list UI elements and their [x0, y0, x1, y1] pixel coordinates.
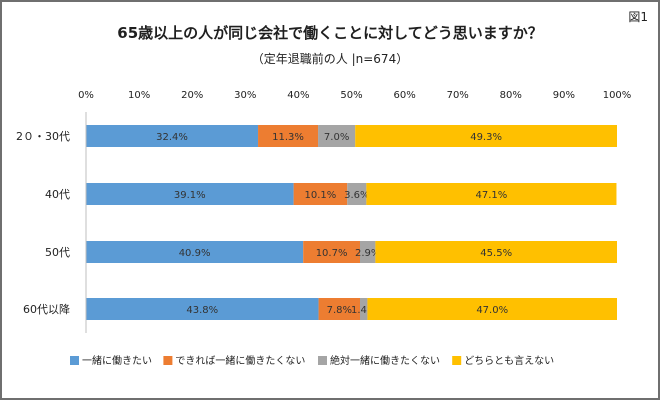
x-tick-label: 30%	[234, 90, 256, 101]
data-label: 47.1%	[476, 190, 508, 201]
x-tick-label: 20%	[181, 90, 203, 101]
data-label: 39.1%	[174, 190, 206, 201]
legend-swatch	[452, 356, 462, 365]
bar-segment	[355, 125, 617, 147]
bar-segment	[318, 298, 360, 320]
bar-segment	[359, 298, 368, 320]
data-label: 43.8%	[186, 305, 218, 316]
data-label: 49.3%	[470, 132, 502, 143]
data-label: 3.6%	[344, 190, 369, 201]
x-tick-label: 0%	[78, 90, 94, 101]
x-tick-label: 100%	[603, 90, 632, 101]
bar-segment	[303, 241, 360, 263]
x-tick-label: 90%	[553, 90, 575, 101]
category-label: 40代	[45, 188, 70, 201]
data-label: 2.9%	[355, 248, 380, 259]
x-tick-label: 10%	[128, 90, 150, 101]
bar-segment	[375, 241, 617, 263]
legend-swatch	[163, 356, 173, 365]
data-label: 1.4%	[351, 305, 376, 316]
data-label: 40.9%	[179, 248, 211, 259]
category-label: 50代	[45, 246, 70, 259]
legend-swatch	[318, 356, 327, 365]
bar-segment	[86, 125, 259, 147]
bar-segment	[86, 183, 294, 205]
data-label: 10.1%	[305, 190, 337, 201]
x-tick-label: 60%	[393, 90, 415, 101]
x-tick-label: 40%	[287, 90, 309, 101]
x-tick-label: 50%	[340, 90, 362, 101]
legend-label: 一緒に働きたい	[82, 354, 152, 367]
legend-swatch	[70, 356, 79, 365]
chart-subtitle: （定年退職前の人 |n=674）	[251, 52, 409, 66]
bar-segment	[359, 241, 376, 263]
data-label: 7.8%	[327, 305, 352, 316]
bar-segment	[367, 298, 617, 320]
bar-segment	[318, 125, 356, 147]
category-label: 60代以降	[23, 302, 70, 316]
chart-title: 65歳以上の人が同じ会社で働くことに対してどう思いますか？	[117, 24, 543, 42]
data-label: 45.5%	[480, 248, 512, 259]
bar-segment	[86, 298, 319, 320]
legend-label: できれば一緒に働きたくない	[175, 354, 305, 367]
legend-label: 絶対一緒に働きたくない	[330, 354, 440, 367]
data-label: 10.7%	[316, 248, 348, 259]
data-label: 47.0%	[476, 305, 508, 316]
data-label: 7.0%	[324, 132, 349, 143]
bar-segment	[366, 183, 617, 205]
figure-label: 図1	[628, 10, 648, 24]
bar-segment	[86, 241, 304, 263]
x-tick-label: 70%	[447, 90, 469, 101]
x-tick-label: 80%	[500, 90, 522, 101]
bar-segment	[293, 183, 348, 205]
data-label: 32.4%	[156, 132, 188, 143]
category-label: 2０・30代	[16, 130, 70, 143]
legend-label: どちらとも言えない	[464, 354, 554, 367]
bar-segment	[347, 183, 367, 205]
data-label: 11.3%	[272, 132, 304, 143]
bar-segment	[258, 125, 319, 147]
